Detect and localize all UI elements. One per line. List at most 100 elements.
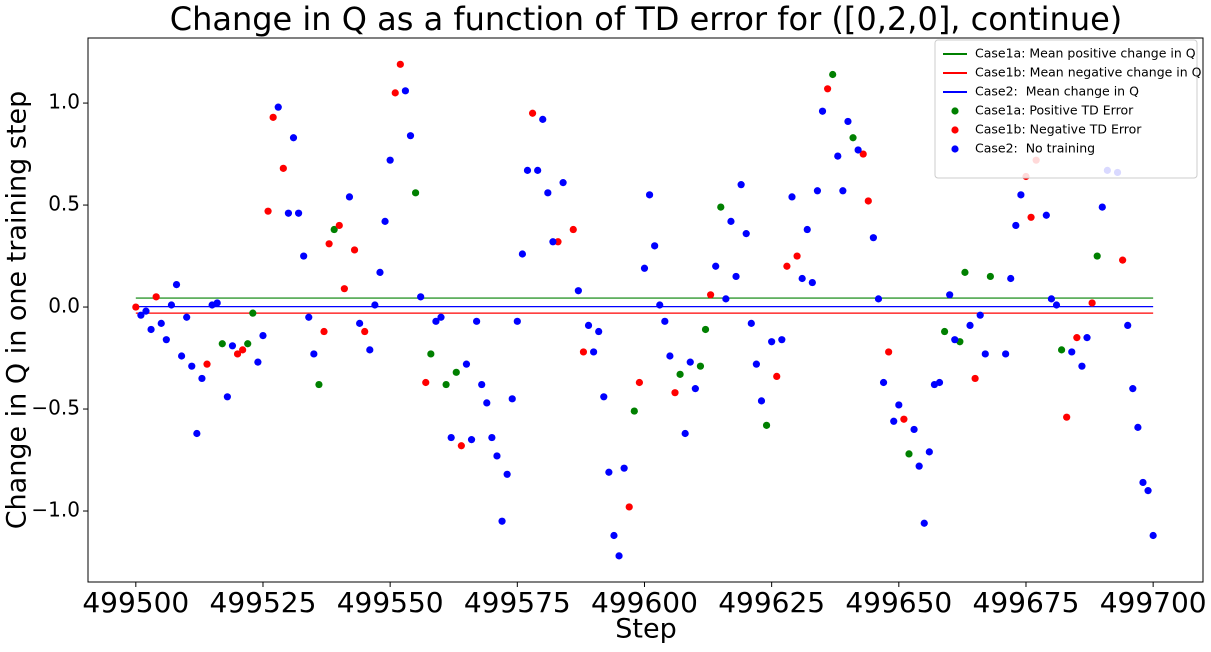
- data-point: [635, 378, 643, 387]
- data-point: [905, 450, 913, 458]
- legend-label: Case2: No training: [975, 141, 1095, 156]
- data-point: [244, 340, 252, 348]
- data-point: [752, 360, 760, 368]
- y-tick-label: 0.0: [48, 294, 80, 318]
- data-point: [417, 293, 425, 301]
- data-point: [590, 348, 598, 356]
- data-point: [686, 358, 694, 366]
- x-tick-label: 499575: [464, 586, 571, 619]
- data-point: [610, 531, 618, 540]
- data-point: [935, 378, 944, 387]
- data-point: [483, 399, 491, 407]
- data-point: [310, 350, 318, 358]
- data-point: [193, 429, 201, 438]
- data-point: [645, 191, 654, 199]
- data-point: [732, 272, 740, 281]
- data-point: [966, 321, 974, 330]
- data-point: [264, 207, 272, 215]
- data-point: [508, 395, 516, 403]
- data-point: [528, 109, 537, 117]
- data-point: [1042, 211, 1050, 219]
- data-point: [396, 60, 404, 68]
- data-point: [325, 240, 333, 248]
- data-point: [457, 442, 465, 450]
- data-point: [854, 146, 862, 154]
- data-point: [656, 301, 664, 309]
- legend-box: [934, 39, 1198, 179]
- legend-label: Case2: Mean change in Q: [975, 84, 1139, 99]
- data-point: [305, 313, 313, 321]
- plot-frame: [87, 37, 1204, 583]
- data-point: [386, 156, 394, 164]
- data-point: [554, 238, 562, 246]
- data-point: [559, 179, 567, 187]
- data-point: [691, 385, 699, 393]
- data-point: [661, 317, 669, 325]
- data-point: [864, 197, 872, 205]
- data-point: [579, 348, 588, 356]
- data-point: [1063, 413, 1071, 421]
- data-point: [137, 311, 145, 319]
- data-point: [869, 234, 877, 242]
- data-point: [356, 319, 364, 327]
- data-point: [172, 281, 181, 289]
- data-point: [213, 299, 221, 307]
- data-point: [228, 342, 237, 350]
- data-point: [381, 217, 389, 225]
- data-point: [478, 380, 486, 389]
- data-point: [885, 348, 893, 356]
- data-point: [849, 134, 857, 142]
- data-point: [498, 517, 506, 525]
- data-point: [442, 380, 450, 389]
- y-tick-label: −1.0: [31, 498, 80, 522]
- data-point: [798, 274, 806, 283]
- data-point: [803, 225, 811, 234]
- data-point: [722, 295, 730, 303]
- data-point: [920, 519, 928, 527]
- data-point: [757, 397, 766, 405]
- data-point: [1093, 252, 1101, 260]
- data-point: [254, 358, 262, 366]
- data-point: [569, 225, 577, 234]
- data-point: [544, 189, 552, 197]
- data-point: [844, 117, 852, 126]
- data-point: [406, 132, 415, 140]
- data-point: [961, 268, 969, 276]
- data-point: [188, 362, 196, 370]
- data-point: [391, 89, 399, 97]
- data-point: [890, 417, 898, 425]
- data-point: [940, 327, 949, 336]
- data-point: [630, 407, 638, 415]
- data-point: [300, 252, 308, 260]
- y-tick-label: 0.5: [48, 192, 80, 216]
- data-point: [778, 336, 786, 344]
- data-point: [1078, 362, 1086, 370]
- y-tick-label: −0.5: [31, 396, 80, 420]
- data-point: [177, 352, 186, 360]
- data-point: [1129, 385, 1137, 393]
- data-point: [915, 462, 923, 470]
- data-point: [625, 503, 633, 511]
- data-point: [910, 425, 918, 434]
- data-point: [330, 225, 338, 234]
- data-point: [1073, 334, 1081, 342]
- x-tick-label: 499525: [210, 586, 317, 619]
- data-point: [274, 103, 282, 111]
- data-point: [783, 262, 791, 270]
- data-point: [350, 246, 359, 254]
- data-point: [371, 301, 379, 309]
- data-point: [981, 350, 989, 358]
- data-point: [549, 238, 557, 246]
- data-point: [615, 552, 623, 560]
- data-point: [1098, 203, 1106, 211]
- data-point: [432, 317, 440, 325]
- y-tick-label: 1.0: [48, 90, 80, 114]
- data-point: [874, 295, 883, 303]
- data-point: [834, 152, 842, 160]
- data-point: [249, 309, 257, 317]
- data-point: [366, 346, 374, 354]
- data-point: [793, 252, 801, 260]
- legend-marker: [951, 126, 959, 134]
- data-point: [696, 362, 705, 370]
- data-point: [762, 421, 771, 429]
